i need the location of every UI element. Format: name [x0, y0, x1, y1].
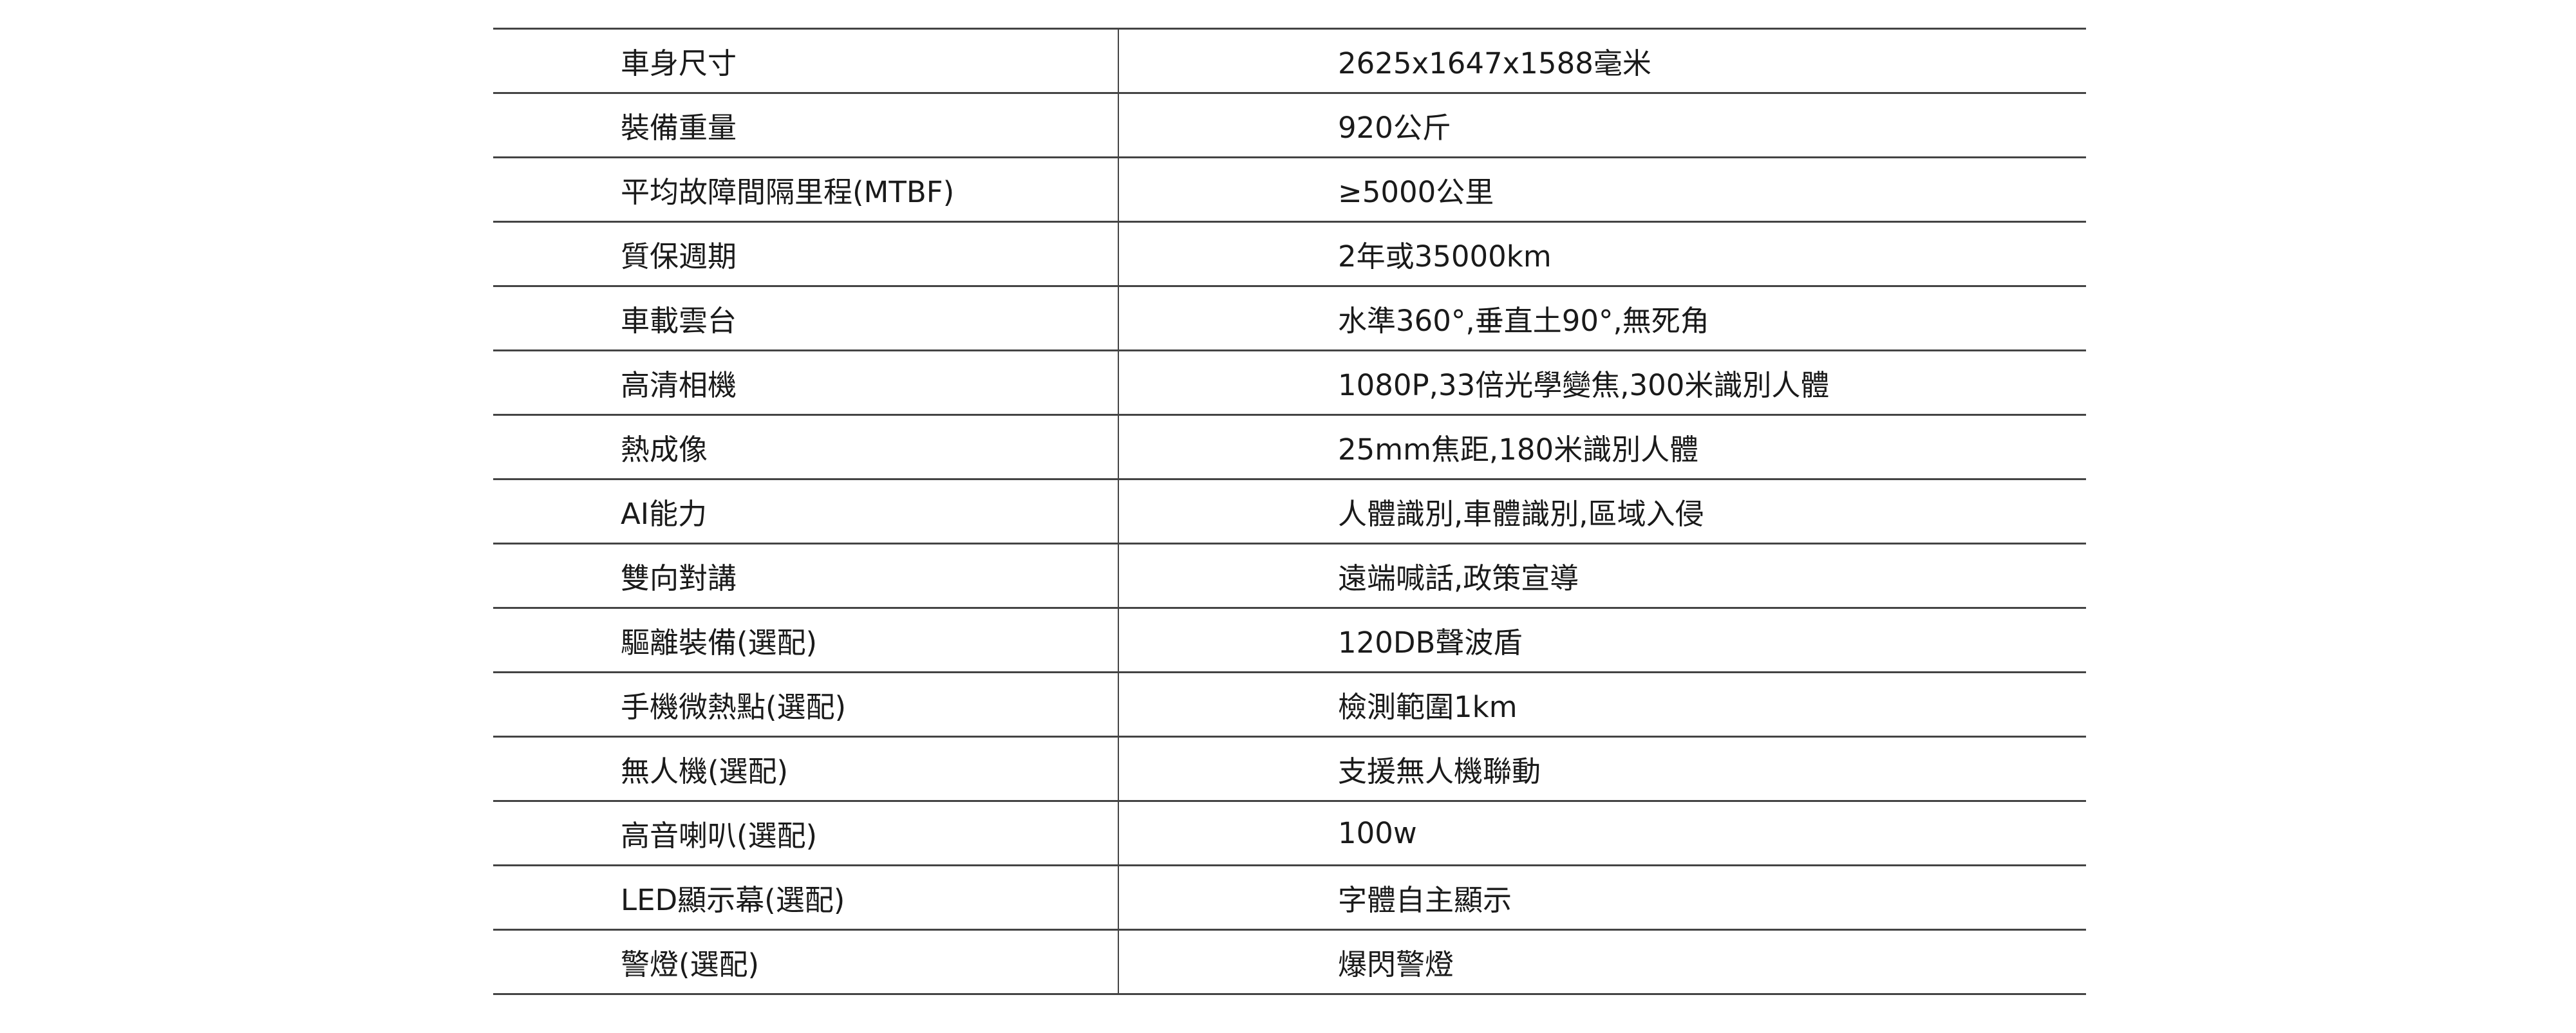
- spec-label: 熱成像: [493, 414, 1119, 480]
- table-row: 平均故障間隔里程(MTBF) ≥5000公里: [493, 156, 2086, 223]
- spec-value: 爆閃警燈: [1118, 929, 2086, 995]
- spec-value: 25mm焦距,180米識別人體: [1118, 414, 2086, 480]
- table-row: 手機微熱點(選配) 檢測範圍1km: [493, 671, 2086, 738]
- spec-label: 平均故障間隔里程(MTBF): [493, 156, 1119, 223]
- spec-value: ≥5000公里: [1118, 156, 2086, 223]
- spec-label: LED顯示幕(選配): [493, 864, 1119, 931]
- spec-value: 920公斤: [1118, 92, 2086, 158]
- spec-label: 質保週期: [493, 221, 1119, 287]
- spec-value: 120DB聲波盾: [1118, 607, 2086, 673]
- spec-value: 2年或35000km: [1118, 221, 2086, 287]
- table-row: 高清相機 1080P,33倍光學變焦,300米識別人體: [493, 349, 2086, 416]
- table-row: 驅離裝備(選配) 120DB聲波盾: [493, 607, 2086, 673]
- table-row: 車身尺寸 2625x1647x1588毫米: [493, 28, 2086, 94]
- table-row: LED顯示幕(選配) 字體自主顯示: [493, 864, 2086, 931]
- spec-value: 遠端喊話,政策宣導: [1118, 543, 2086, 609]
- table-row: 高音喇叭(選配) 100w: [493, 800, 2086, 866]
- table-row: 熱成像 25mm焦距,180米識別人體: [493, 414, 2086, 480]
- spec-label: 驅離裝備(選配): [493, 607, 1119, 673]
- spec-value: 水準360°,垂直土90°,無死角: [1118, 285, 2086, 351]
- table-row: 警燈(選配) 爆閃警燈: [493, 929, 2086, 995]
- spec-label: 車身尺寸: [493, 28, 1119, 94]
- spec-value: 檢測範圍1km: [1118, 671, 2086, 738]
- table-row: AI能力 人體識別,車體識別,區域入侵: [493, 478, 2086, 544]
- spec-value: 支援無人機聯動: [1118, 736, 2086, 802]
- spec-label: 警燈(選配): [493, 929, 1119, 995]
- spec-label: 高音喇叭(選配): [493, 800, 1119, 866]
- spec-value: 字體自主顯示: [1118, 864, 2086, 931]
- spec-value: 100w: [1118, 800, 2086, 866]
- spec-label: 雙向對講: [493, 543, 1119, 609]
- spec-label: 手機微熱點(選配): [493, 671, 1119, 738]
- spec-table-body: 車身尺寸 2625x1647x1588毫米 裝備重量 920公斤 平均故障間隔里程(MT…: [493, 28, 2086, 995]
- table-row: 雙向對講 遠端喊話,政策宣導: [493, 543, 2086, 609]
- spec-label: 車載雲台: [493, 285, 1119, 351]
- table-row: 裝備重量 920公斤: [493, 92, 2086, 158]
- spec-label: AI能力: [493, 478, 1119, 544]
- table-row: 無人機(選配) 支援無人機聯動: [493, 736, 2086, 802]
- spec-table: 車身尺寸 2625x1647x1588毫米 裝備重量 920公斤 平均故障間隔里程(MT…: [493, 28, 2086, 995]
- spec-label: 裝備重量: [493, 92, 1119, 158]
- spec-value: 2625x1647x1588毫米: [1118, 28, 2086, 94]
- table-row: 車載雲台 水準360°,垂直土90°,無死角: [493, 285, 2086, 351]
- spec-label: 高清相機: [493, 349, 1119, 416]
- spec-value: 人體識別,車體識別,區域入侵: [1118, 478, 2086, 544]
- spec-label: 無人機(選配): [493, 736, 1119, 802]
- table-row: 質保週期 2年或35000km: [493, 221, 2086, 287]
- spec-value: 1080P,33倍光學變焦,300米識別人體: [1118, 349, 2086, 416]
